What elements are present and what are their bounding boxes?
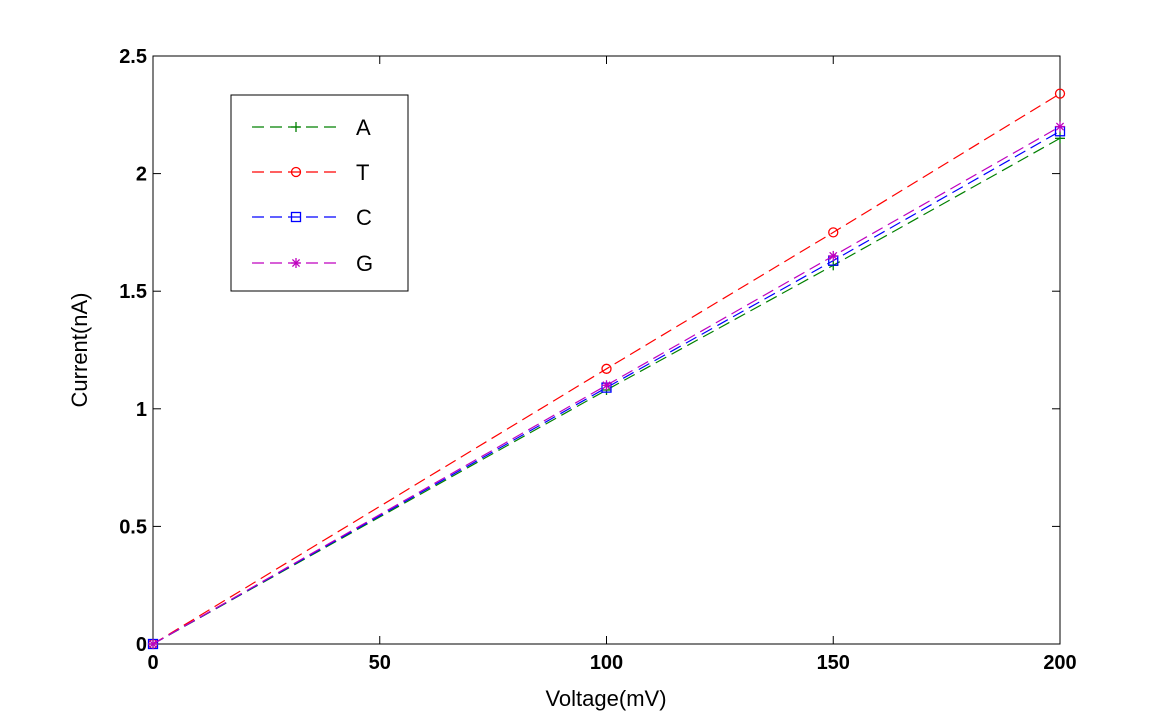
legend-marker [291, 122, 301, 132]
legend-item-C: C [252, 205, 372, 230]
legend-label: C [356, 205, 372, 230]
series-line-T [152, 93, 1061, 645]
series-line-A [152, 137, 1061, 645]
x-tick-label: 100 [590, 652, 623, 674]
y-axis-title: Current(nA) [67, 293, 92, 408]
legend-item-T: T [252, 160, 369, 185]
y-tick-label: 0.5 [119, 516, 147, 538]
legend-box [230, 94, 409, 292]
y-tick-label: 2.5 [119, 46, 147, 68]
y-tick-label: 2 [136, 164, 147, 186]
y-tick-label: 1 [136, 399, 147, 421]
legend-marker [291, 258, 301, 268]
data-point-G [601, 380, 612, 391]
legend-label: T [356, 160, 369, 185]
series-line-C [152, 130, 1061, 645]
data-point-G [1055, 121, 1065, 132]
data-point-G [148, 639, 158, 649]
legend-item-A: A [252, 115, 371, 140]
x-axis-title: Voltage(mV) [545, 686, 666, 711]
legend-item-G: G [252, 251, 373, 276]
legend-label: A [356, 115, 371, 140]
y-axis: 0 0.5 1 1.5 2 2.5 [119, 46, 1060, 656]
x-tick-label: 50 [369, 652, 391, 674]
legend-marker [290, 166, 302, 178]
legend-label: G [356, 251, 373, 276]
data-point-T [1054, 88, 1066, 99]
data-point-G [828, 250, 839, 261]
x-tick-label: 150 [817, 652, 850, 674]
data-point-T [828, 227, 839, 238]
legend-marker [290, 211, 302, 223]
y-tick-label: 0 [136, 634, 147, 656]
series-line-G [152, 126, 1061, 645]
data-point-T [601, 363, 612, 374]
series-layer [147, 88, 1066, 650]
x-tick-label: 200 [1043, 652, 1076, 674]
x-axis: 0 50 100 150 200 [147, 56, 1077, 674]
x-tick-label: 0 [147, 652, 158, 674]
y-tick-label: 1.5 [119, 281, 147, 303]
data-point-A [1055, 133, 1065, 144]
series-G [148, 121, 1065, 649]
